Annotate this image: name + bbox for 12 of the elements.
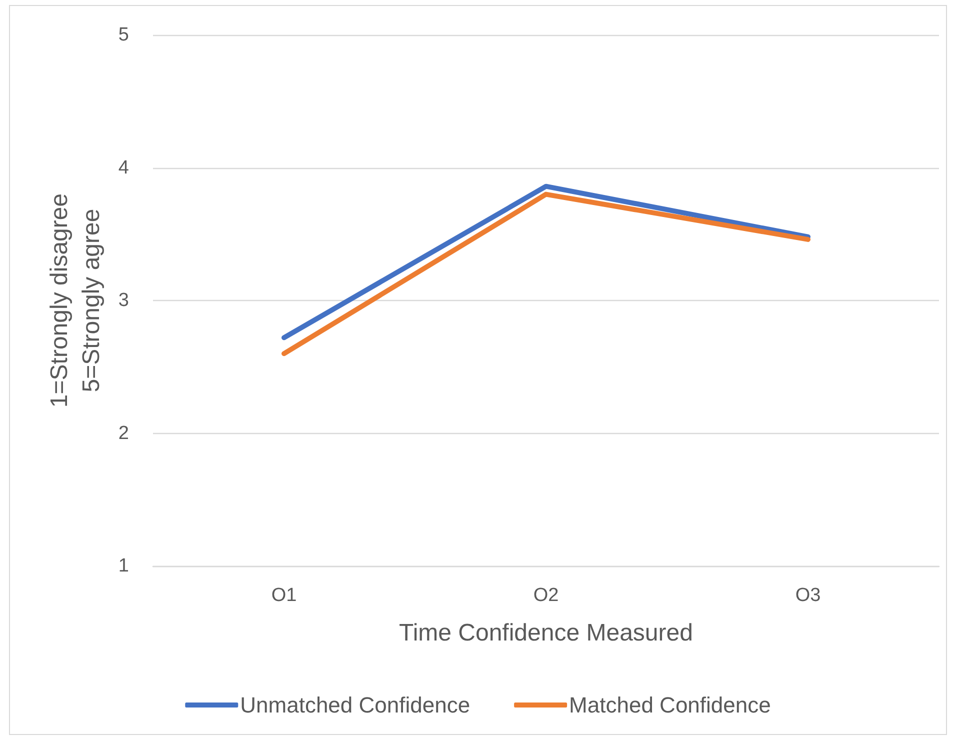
legend-label: Unmatched Confidence [240, 692, 470, 718]
y-tick-label: 3 [118, 290, 129, 311]
y-axis-title: 1=Strongly disagree 5=Strongly agree [46, 193, 106, 408]
y-tick-label: 1 [118, 556, 129, 576]
x-tick-label: O3 [795, 585, 821, 606]
x-tick-label: O2 [533, 585, 559, 606]
y-tick-label: 2 [118, 422, 129, 444]
y-tick-label: 4 [118, 157, 130, 178]
x-tick-label: O1 [271, 585, 297, 606]
legend-label: Matched Confidence [569, 692, 771, 718]
y-tick-label: 5 [118, 24, 129, 46]
x-axis-title: Time Confidence Measured [399, 620, 693, 646]
